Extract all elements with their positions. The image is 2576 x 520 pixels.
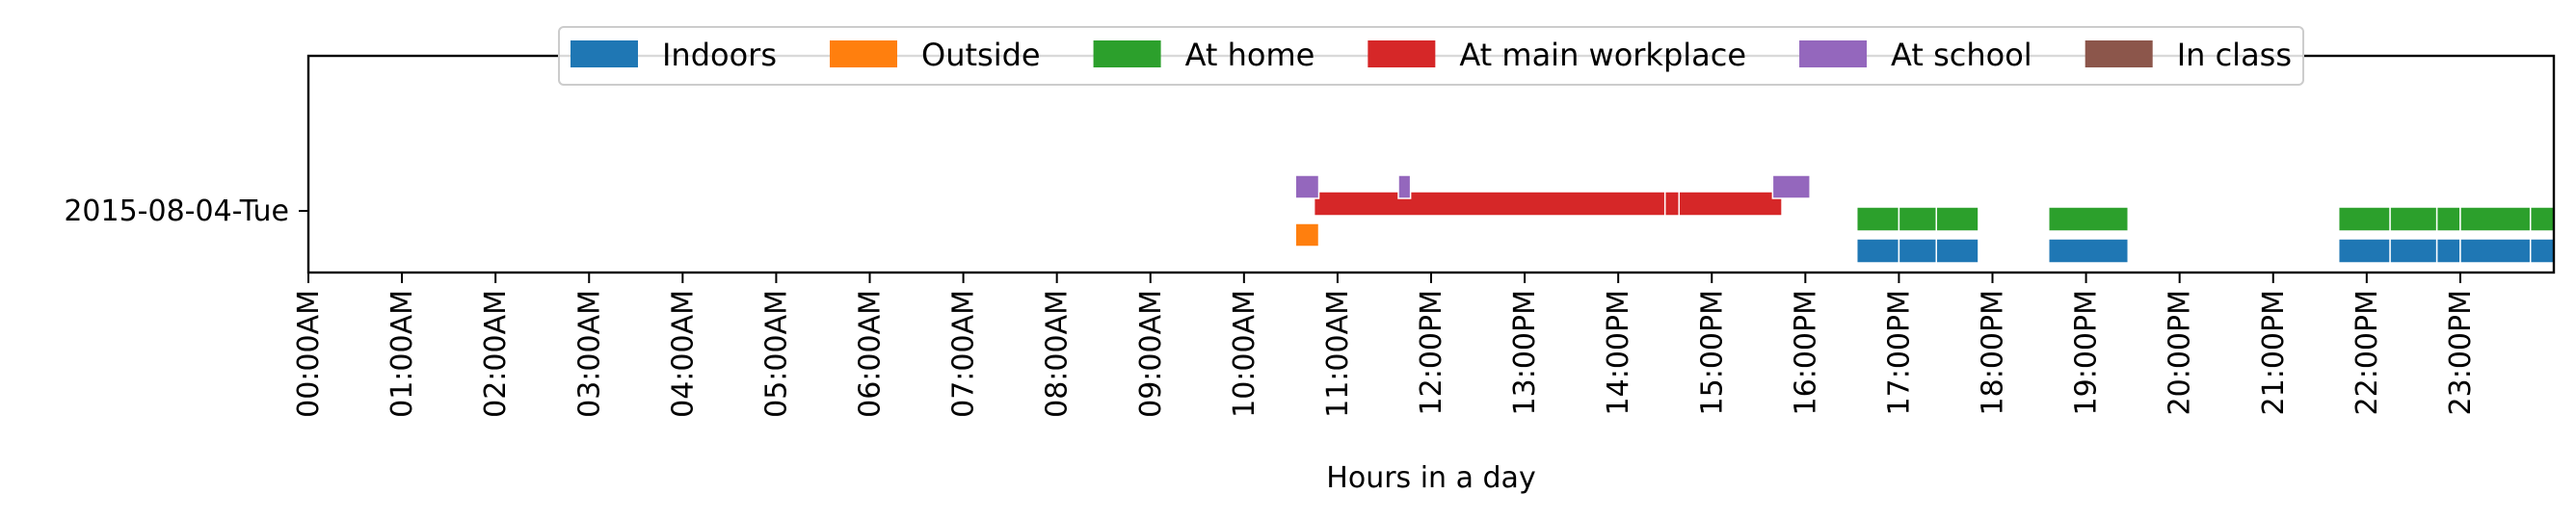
x-tick-label: 09:00AM: [1134, 290, 1168, 418]
x-tick-label: 11:00AM: [1321, 290, 1355, 418]
bar-outside-0: [1294, 222, 1320, 247]
x-tick-label: 20:00PM: [2164, 290, 2197, 415]
x-axis: 00:00AM 01:00AM 02:00AM 03:00AM 04:00AM 05:00…: [292, 273, 2478, 418]
x-tick-label: 17:00PM: [1882, 290, 1916, 415]
x-tick-label: 02:00AM: [479, 290, 513, 418]
legend-swatch: [1368, 40, 1436, 67]
bar-indoors-4: [2337, 238, 2391, 264]
y-axis: 2015-08-04-Tue: [64, 195, 308, 228]
bar-indoors-2: [1935, 238, 1979, 264]
x-tick-label: 06:00AM: [854, 290, 888, 418]
x-tick-label: 19:00PM: [2070, 290, 2104, 415]
legend-item-at-school: At school: [1799, 37, 2032, 73]
legend: Indoors Outside At home At main workplace At…: [557, 26, 2305, 86]
bar-at-home-6: [2435, 206, 2461, 232]
legend-swatch: [570, 40, 638, 67]
bar-at-home-1: [1898, 206, 1937, 232]
legend-swatch: [2085, 40, 2153, 67]
x-tick-label: 15:00PM: [1695, 290, 1729, 415]
bar-indoors-1: [1898, 238, 1937, 264]
legend-item-outside: Outside: [830, 37, 1041, 73]
legend-item-at-main-workplace: At main workplace: [1368, 37, 1746, 73]
x-tick-label: 12:00PM: [1415, 290, 1448, 415]
x-tick-label: 00:00AM: [292, 290, 326, 418]
activity-bars: [1294, 174, 2555, 264]
x-tick-label: 13:00PM: [1508, 290, 1542, 415]
bar-indoors-3: [2048, 238, 2130, 264]
x-tick-label: 08:00AM: [1041, 290, 1075, 418]
x-axis-title: Hours in a day: [1326, 461, 1535, 495]
x-tick-label: 23:00PM: [2444, 290, 2478, 415]
x-tick-label: 01:00AM: [385, 290, 419, 418]
legend-item-in-class: In class: [2085, 37, 2292, 73]
legend-swatch: [1093, 40, 1161, 67]
legend-item-indoors: Indoors: [570, 37, 777, 73]
x-tick-label: 04:00AM: [666, 290, 700, 418]
x-tick-label: 03:00AM: [572, 290, 606, 418]
bar-at-main-workplace-0: [1313, 191, 1666, 217]
bar-at-home-4: [2337, 206, 2391, 232]
x-tick-label: 21:00PM: [2257, 290, 2291, 415]
x-tick-label: 18:00PM: [1977, 290, 2010, 415]
bar-at-school-1: [1397, 174, 1412, 199]
y-tick-label: 2015-08-04-Tue: [64, 195, 289, 228]
legend-swatch: [830, 40, 897, 67]
legend-label: At home: [1185, 37, 1315, 73]
legend-label: Outside: [921, 37, 1041, 73]
bar-at-home-3: [2048, 206, 2130, 232]
bar-indoors-0: [1855, 238, 1900, 264]
x-tick-label: 16:00PM: [1789, 290, 1822, 415]
legend-label: At main workplace: [1459, 37, 1746, 73]
bar-at-school-0: [1294, 174, 1320, 199]
bar-indoors-6: [2435, 238, 2461, 264]
bar-at-main-workplace-1: [1663, 191, 1681, 217]
bar-indoors-5: [2389, 238, 2438, 264]
legend-label: At school: [1891, 37, 2032, 73]
x-tick-label: 10:00AM: [1228, 290, 1261, 418]
bar-indoors-7: [2459, 238, 2532, 264]
x-tick-label: 07:00AM: [947, 290, 981, 418]
bar-indoors-8: [2529, 238, 2555, 264]
bar-at-home-7: [2459, 206, 2532, 232]
x-tick-label: 14:00PM: [1602, 290, 1635, 415]
legend-label: Indoors: [662, 37, 777, 73]
plot-frame: [306, 54, 2556, 274]
x-tick-label: 05:00AM: [759, 290, 793, 418]
bar-at-home-2: [1935, 206, 1979, 232]
legend-item-at-home: At home: [1093, 37, 1315, 73]
x-tick-label: 22:00PM: [2350, 290, 2384, 415]
legend-label: In class: [2177, 37, 2292, 73]
bar-at-home-5: [2389, 206, 2438, 232]
bar-at-school-2: [1771, 174, 1811, 199]
bar-at-main-workplace-2: [1678, 191, 1783, 217]
legend-swatch: [1799, 40, 1868, 67]
bar-at-home-0: [1855, 206, 1900, 232]
bar-at-home-8: [2529, 206, 2555, 232]
